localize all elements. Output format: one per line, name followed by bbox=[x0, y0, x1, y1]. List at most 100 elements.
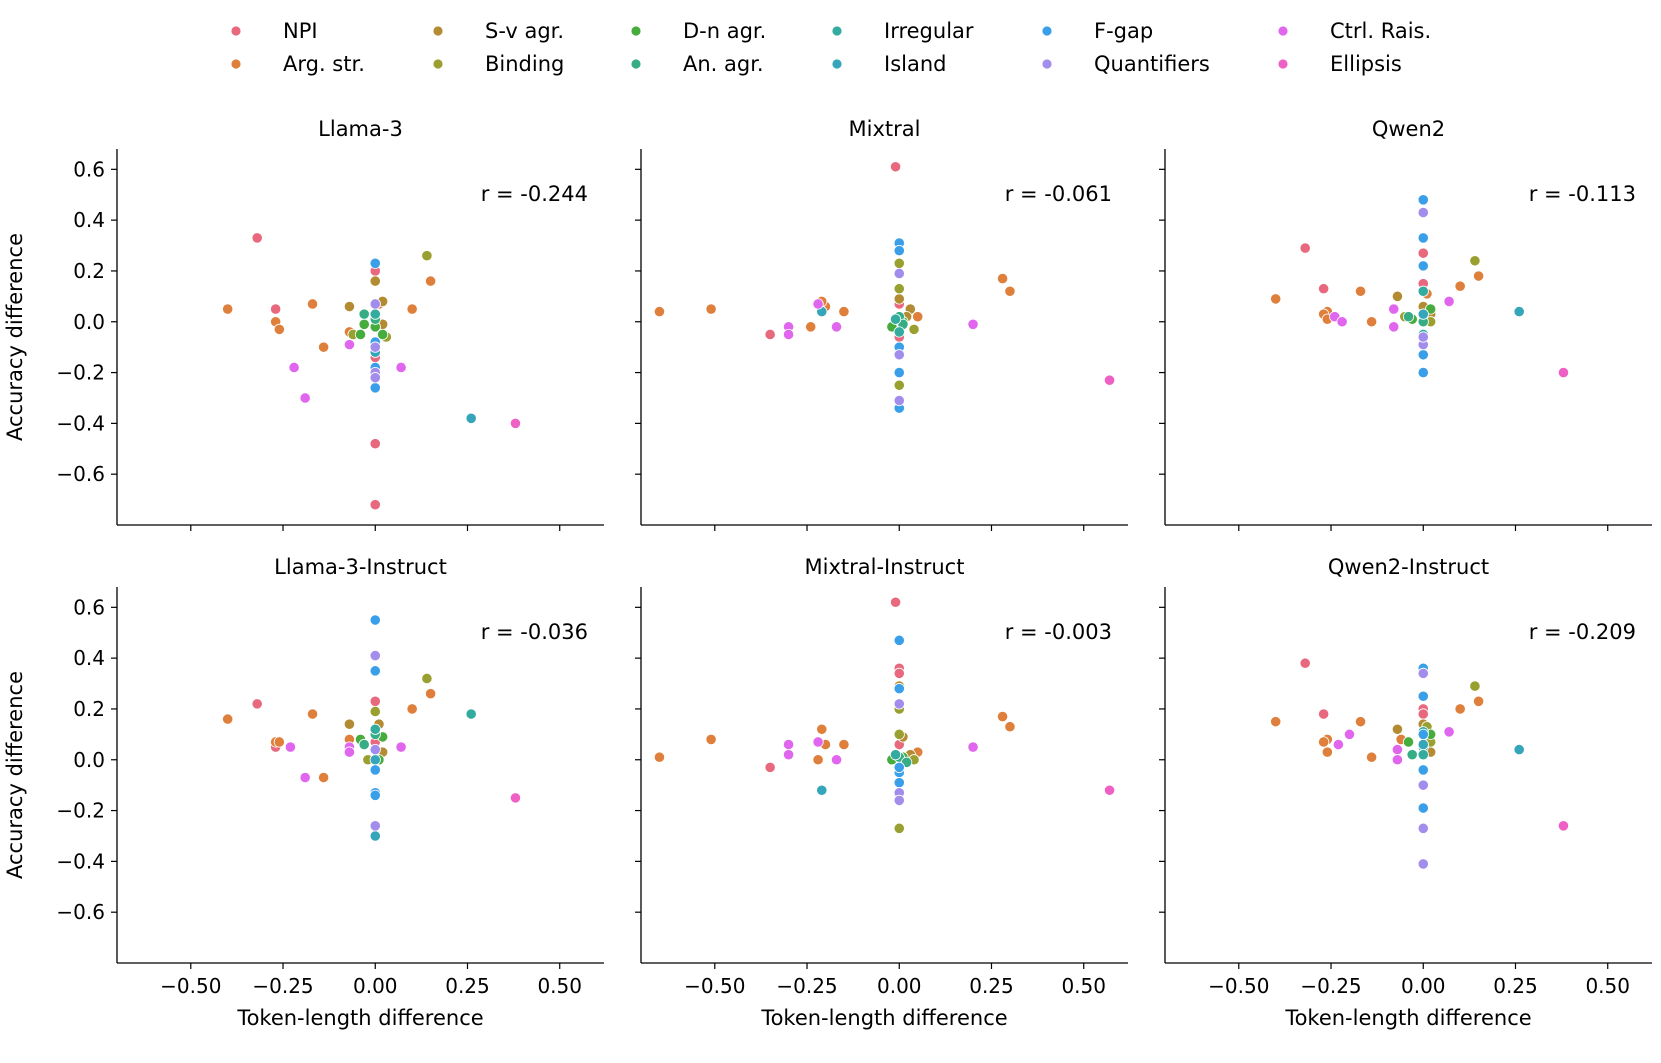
legend-marker bbox=[831, 25, 843, 37]
y-tick-label: 0.6 bbox=[73, 157, 105, 181]
data-point bbox=[1318, 283, 1330, 295]
data-point bbox=[1472, 695, 1485, 707]
data-point bbox=[1557, 820, 1570, 832]
data-point bbox=[406, 303, 418, 315]
legend-label: Ctrl. Rais. bbox=[1330, 19, 1431, 43]
data-point bbox=[1417, 366, 1429, 379]
legend: NPI Arg. str. S-v agr. Binding D-n agr. An. a… bbox=[230, 19, 1431, 76]
data-point bbox=[1391, 743, 1404, 756]
data-point bbox=[343, 339, 356, 351]
data-point bbox=[912, 311, 924, 323]
data-point bbox=[1417, 858, 1429, 870]
data-point bbox=[369, 743, 381, 756]
data-point bbox=[343, 300, 356, 313]
legend-marker bbox=[1041, 58, 1053, 70]
data-point bbox=[1332, 738, 1345, 751]
legend-label: S-v agr. bbox=[485, 19, 564, 43]
y-tick-label: 0.0 bbox=[73, 748, 105, 772]
panel-5: Mixtral-Instruct −0.50 −0.25 0.00 0.25 0.50 To… bbox=[635, 555, 1128, 1030]
x-tick-label: −0.25 bbox=[252, 974, 313, 998]
data-point bbox=[251, 232, 263, 244]
data-point bbox=[1417, 331, 1429, 343]
y-tick-label: −0.6 bbox=[56, 900, 105, 924]
data-point bbox=[893, 349, 905, 361]
legend-item: Ellipsis bbox=[1277, 52, 1402, 76]
x-tick-label: 0.25 bbox=[445, 974, 490, 998]
data-point bbox=[812, 298, 824, 310]
data-point bbox=[1354, 285, 1367, 297]
y-tick-label: 0.0 bbox=[73, 310, 105, 334]
legend-item: Binding bbox=[432, 52, 564, 76]
panel-1: Llama-3 0.6 0.4 0.2 0.0 −0.2 −0.4 −0.6 Accuracy … bbox=[3, 117, 604, 531]
data-point bbox=[1004, 721, 1016, 733]
data-point bbox=[465, 412, 477, 424]
panel-6: Qwen2-Instruct −0.50 −0.25 0.00 0.25 0.50 Toke… bbox=[1159, 555, 1652, 1030]
data-point bbox=[369, 820, 381, 832]
y-tick-label: 0.6 bbox=[73, 595, 105, 619]
data-point bbox=[1417, 822, 1429, 834]
legend-label: Arg. str. bbox=[283, 52, 365, 76]
correlation-annotation: r = -0.036 bbox=[481, 620, 588, 644]
data-point bbox=[343, 718, 356, 730]
legend-label: F-gap bbox=[1094, 19, 1153, 43]
legend-item: An. agr. bbox=[630, 52, 764, 76]
data-point bbox=[1472, 270, 1485, 282]
data-point bbox=[369, 723, 381, 735]
data-point bbox=[889, 596, 902, 608]
data-point bbox=[1469, 255, 1481, 267]
data-point bbox=[805, 321, 817, 333]
data-point bbox=[889, 313, 902, 325]
y-tick-label: 0.2 bbox=[73, 697, 105, 721]
data-point bbox=[369, 695, 381, 707]
data-point bbox=[369, 614, 381, 626]
data-point bbox=[1417, 194, 1429, 206]
data-point bbox=[967, 741, 979, 753]
data-point bbox=[1443, 726, 1455, 738]
data-point bbox=[1299, 657, 1311, 669]
data-point bbox=[782, 749, 795, 761]
data-point bbox=[369, 764, 381, 776]
data-point bbox=[812, 754, 824, 766]
data-point bbox=[889, 161, 902, 173]
data-point bbox=[1388, 321, 1400, 333]
data-point bbox=[1417, 349, 1429, 361]
legend-marker bbox=[230, 58, 242, 70]
x-tick-label: −0.50 bbox=[684, 974, 745, 998]
x-axis-label: Token-length difference bbox=[760, 1006, 1007, 1030]
data-point bbox=[1469, 680, 1481, 692]
data-point bbox=[782, 738, 795, 751]
legend-label: D-n agr. bbox=[683, 19, 766, 43]
y-tick-label: −0.6 bbox=[56, 462, 105, 486]
x-tick-label: −0.25 bbox=[776, 974, 837, 998]
panels: Llama-3 0.6 0.4 0.2 0.0 −0.2 −0.4 −0.6 Accuracy … bbox=[3, 117, 1652, 1030]
legend-label: Quantifiers bbox=[1094, 52, 1210, 76]
legend-marker bbox=[1277, 58, 1289, 70]
data-point bbox=[893, 761, 905, 773]
data-point bbox=[369, 382, 381, 394]
data-point bbox=[1417, 708, 1429, 720]
data-point bbox=[1318, 708, 1330, 720]
data-point bbox=[893, 667, 905, 679]
data-point bbox=[1417, 749, 1429, 761]
data-point bbox=[893, 794, 905, 807]
data-point bbox=[1417, 232, 1429, 244]
x-tick-label: −0.50 bbox=[1208, 974, 1269, 998]
data-point bbox=[306, 298, 319, 310]
data-point bbox=[1443, 295, 1455, 308]
data-point bbox=[251, 698, 263, 710]
y-tick-label: −0.2 bbox=[56, 361, 105, 385]
data-point bbox=[996, 272, 1009, 285]
data-point bbox=[812, 736, 824, 748]
data-point bbox=[1402, 311, 1415, 323]
legend-item: Island bbox=[831, 52, 946, 76]
y-tick-label: −0.2 bbox=[56, 799, 105, 823]
data-point bbox=[222, 303, 234, 315]
data-point bbox=[284, 741, 297, 753]
y-tick-label: −0.4 bbox=[56, 849, 105, 873]
data-point bbox=[369, 298, 381, 310]
data-point bbox=[893, 698, 905, 710]
data-point bbox=[424, 688, 437, 700]
data-point bbox=[996, 710, 1009, 723]
legend-label: Island bbox=[884, 52, 946, 76]
data-point bbox=[369, 649, 381, 662]
